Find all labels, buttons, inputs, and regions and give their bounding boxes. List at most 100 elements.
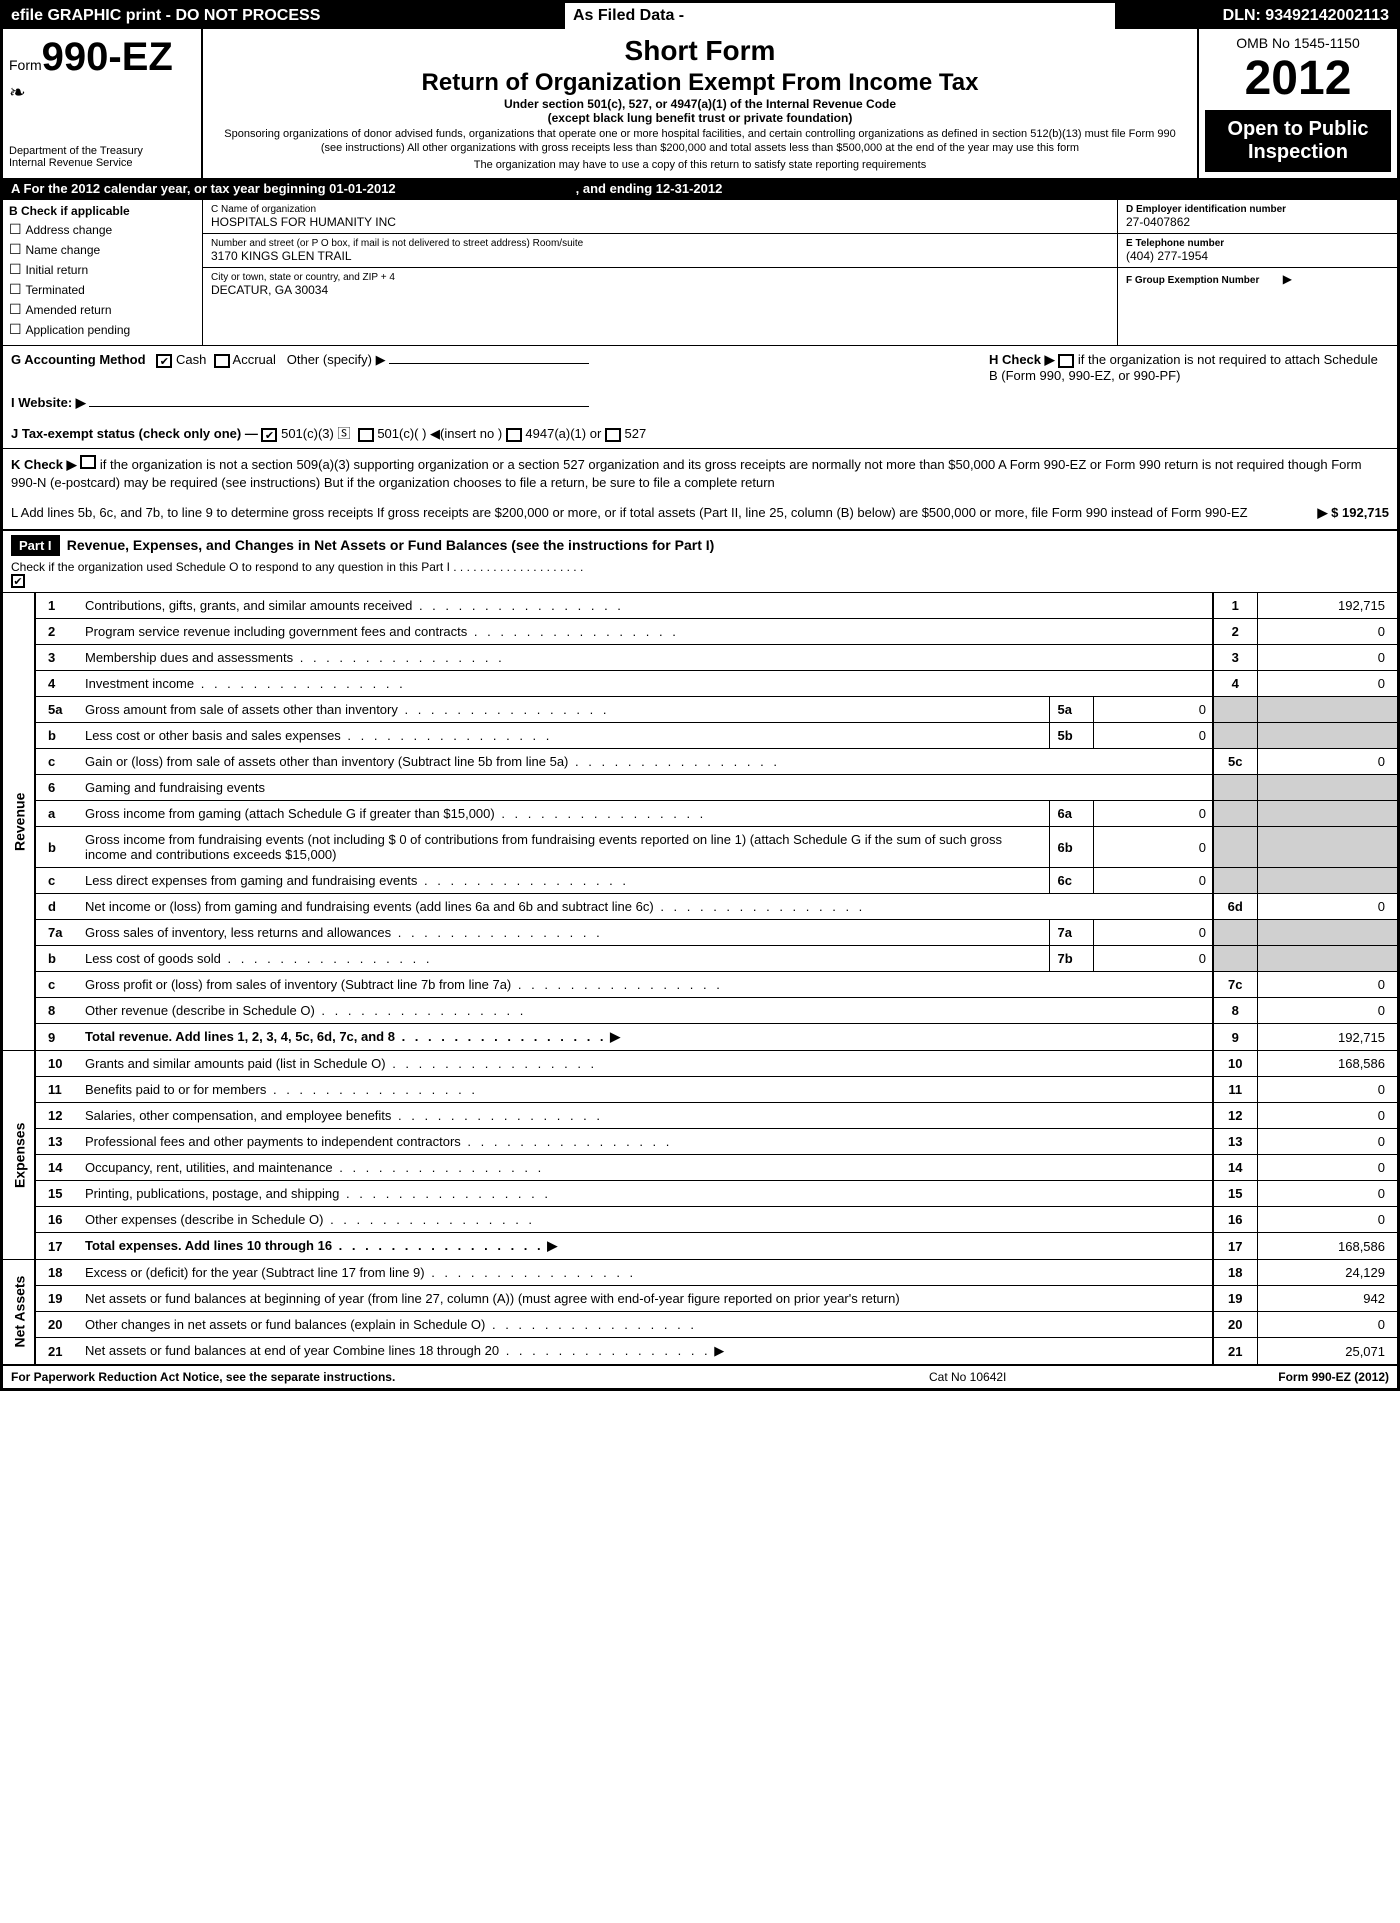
line-desc: Other revenue (describe in Schedule O) bbox=[79, 998, 1213, 1024]
line-number: 15 bbox=[35, 1181, 79, 1207]
line-desc: Program service revenue including govern… bbox=[79, 619, 1213, 645]
line-value: 0 bbox=[1257, 645, 1397, 671]
group-exemption-arrow: ▶ bbox=[1283, 272, 1292, 286]
line-row: 17Total expenses. Add lines 10 through 1… bbox=[3, 1233, 1397, 1260]
line-desc: Less direct expenses from gaming and fun… bbox=[79, 868, 1049, 894]
subline-val: 0 bbox=[1093, 827, 1213, 868]
tax-year: 2012 bbox=[1205, 51, 1391, 106]
line-number: 21 bbox=[35, 1338, 79, 1365]
subline-num: 7b bbox=[1049, 946, 1093, 972]
subline-num: 7a bbox=[1049, 920, 1093, 946]
line-desc: Membership dues and assessments bbox=[79, 645, 1213, 671]
chk-501c3[interactable]: ✔ bbox=[261, 428, 277, 442]
chk-address-change[interactable]: Address change bbox=[9, 221, 196, 238]
line-desc: Contributions, gifts, grants, and simila… bbox=[79, 593, 1213, 619]
line-ref: 10 bbox=[1213, 1051, 1257, 1077]
line-value: 0 bbox=[1257, 894, 1397, 920]
line-number: 3 bbox=[35, 645, 79, 671]
line-desc: Total expenses. Add lines 10 through 16 bbox=[79, 1233, 1213, 1260]
line-number: c bbox=[35, 749, 79, 775]
subline-num: 6b bbox=[1049, 827, 1093, 868]
line-value: 25,071 bbox=[1257, 1338, 1397, 1365]
line-ref: 13 bbox=[1213, 1129, 1257, 1155]
subline-num: 6c bbox=[1049, 868, 1093, 894]
line-row: 14Occupancy, rent, utilities, and mainte… bbox=[3, 1155, 1397, 1181]
chk-pending[interactable]: Application pending bbox=[9, 321, 196, 338]
line-desc: Other changes in net assets or fund bala… bbox=[79, 1312, 1213, 1338]
line-value: 0 bbox=[1257, 1312, 1397, 1338]
line-row: Net Assets18Excess or (deficit) for the … bbox=[3, 1260, 1397, 1286]
line-row: 20Other changes in net assets or fund ba… bbox=[3, 1312, 1397, 1338]
line-value: 168,586 bbox=[1257, 1233, 1397, 1260]
line-row: cLess direct expenses from gaming and fu… bbox=[3, 868, 1397, 894]
line-number: 7a bbox=[35, 920, 79, 946]
chk-4947[interactable] bbox=[506, 428, 522, 442]
line-row: 4Investment income40 bbox=[3, 671, 1397, 697]
chk-schedule-o-part1[interactable]: ✔ bbox=[11, 574, 25, 588]
line-row: aGross income from gaming (attach Schedu… bbox=[3, 801, 1397, 827]
line-ref: 20 bbox=[1213, 1312, 1257, 1338]
org-address: 3170 KINGS GLEN TRAIL bbox=[211, 249, 352, 263]
row-g-h: G Accounting Method ✔ Cash Accrual Other… bbox=[3, 345, 1397, 389]
telephone: (404) 277-1954 bbox=[1126, 249, 1208, 263]
gross-receipts-amount: ▶ $ 192,715 bbox=[1318, 504, 1389, 522]
chk-schedule-b[interactable] bbox=[1058, 354, 1074, 368]
line-value: 168,586 bbox=[1257, 1051, 1397, 1077]
section-d-e-f: D Employer identification number 27-0407… bbox=[1117, 200, 1397, 345]
line-row: 12Salaries, other compensation, and empl… bbox=[3, 1103, 1397, 1129]
line-desc: Less cost or other basis and sales expen… bbox=[79, 723, 1049, 749]
line-value: 0 bbox=[1257, 1207, 1397, 1233]
row-l: L Add lines 5b, 6c, and 7b, to line 9 to… bbox=[3, 498, 1397, 528]
return-title: Return of Organization Exempt From Incom… bbox=[213, 69, 1187, 97]
line-desc: Professional fees and other payments to … bbox=[79, 1129, 1213, 1155]
line-number: 1 bbox=[35, 593, 79, 619]
chk-accrual[interactable] bbox=[214, 354, 230, 368]
chk-initial-return[interactable]: Initial return bbox=[9, 261, 196, 278]
part-i-header: Part I Revenue, Expenses, and Changes in… bbox=[3, 529, 1397, 593]
line-desc: Total revenue. Add lines 1, 2, 3, 4, 5c,… bbox=[79, 1024, 1213, 1051]
line-row: cGain or (loss) from sale of assets othe… bbox=[3, 749, 1397, 775]
topbar-mid: As Filed Data - bbox=[563, 3, 1117, 29]
line-ref: 2 bbox=[1213, 619, 1257, 645]
subtitle-1: Under section 501(c), 527, or 4947(a)(1)… bbox=[213, 97, 1187, 111]
line-row: dNet income or (loss) from gaming and fu… bbox=[3, 894, 1397, 920]
lines-table: Revenue1Contributions, gifts, grants, an… bbox=[3, 592, 1397, 1364]
line-value: 0 bbox=[1257, 1181, 1397, 1207]
line-desc: Gross amount from sale of assets other t… bbox=[79, 697, 1049, 723]
line-desc: Other expenses (describe in Schedule O) bbox=[79, 1207, 1213, 1233]
chk-527[interactable] bbox=[605, 428, 621, 442]
chk-terminated[interactable]: Terminated bbox=[9, 281, 196, 298]
line-row: 16Other expenses (describe in Schedule O… bbox=[3, 1207, 1397, 1233]
row-j-tax-exempt: J Tax-exempt status (check only one) — ✔… bbox=[3, 417, 1397, 448]
line-row: bGross income from fundraising events (n… bbox=[3, 827, 1397, 868]
subline-val: 0 bbox=[1093, 801, 1213, 827]
line-row: 2Program service revenue including gover… bbox=[3, 619, 1397, 645]
line-row: Revenue1Contributions, gifts, grants, an… bbox=[3, 593, 1397, 619]
line-ref: 6d bbox=[1213, 894, 1257, 920]
line-desc: Grants and similar amounts paid (list in… bbox=[79, 1051, 1213, 1077]
line-number: 17 bbox=[35, 1233, 79, 1260]
chk-501c[interactable] bbox=[358, 428, 374, 442]
line-desc: Net income or (loss) from gaming and fun… bbox=[79, 894, 1213, 920]
topbar-left: efile GRAPHIC print - DO NOT PROCESS bbox=[3, 3, 563, 29]
line-row: 21Net assets or fund balances at end of … bbox=[3, 1338, 1397, 1365]
line-row: 7aGross sales of inventory, less returns… bbox=[3, 920, 1397, 946]
line-desc: Investment income bbox=[79, 671, 1213, 697]
org-name: HOSPITALS FOR HUMANITY INC bbox=[211, 215, 396, 229]
chk-cash[interactable]: ✔ bbox=[156, 354, 172, 368]
ein: 27-0407862 bbox=[1126, 215, 1190, 229]
line-number: 20 bbox=[35, 1312, 79, 1338]
chk-name-change[interactable]: Name change bbox=[9, 241, 196, 258]
line-value: 24,129 bbox=[1257, 1260, 1397, 1286]
line-desc: Gaming and fundraising events bbox=[79, 775, 1213, 801]
header-note-2: The organization may have to use a copy … bbox=[213, 158, 1187, 172]
line-number: 16 bbox=[35, 1207, 79, 1233]
chk-amended[interactable]: Amended return bbox=[9, 301, 196, 318]
line-desc: Gross profit or (loss) from sales of inv… bbox=[79, 972, 1213, 998]
line-desc: Gain or (loss) from sale of assets other… bbox=[79, 749, 1213, 775]
dept-treasury: Department of the Treasury bbox=[9, 145, 195, 157]
line-desc: Printing, publications, postage, and shi… bbox=[79, 1181, 1213, 1207]
section-b: B Check if applicable Address change Nam… bbox=[3, 200, 203, 345]
subline-val: 0 bbox=[1093, 723, 1213, 749]
row-a-calendar-year: A For the 2012 calendar year, or tax yea… bbox=[3, 178, 1397, 199]
